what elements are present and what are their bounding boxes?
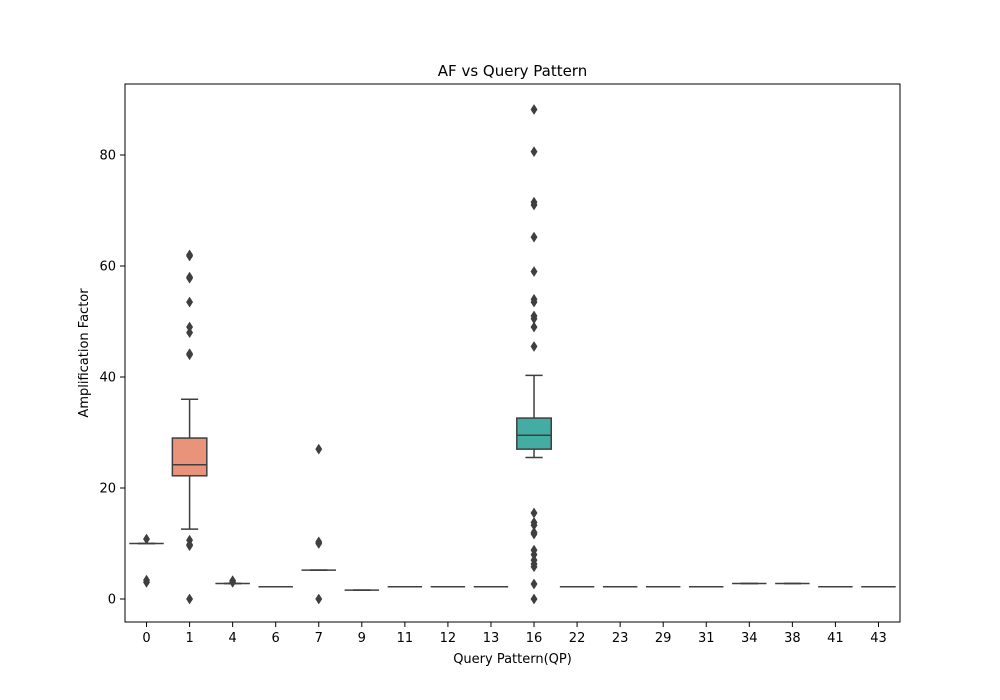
outlier-point [143, 533, 151, 545]
x-tick-label: 23 [612, 631, 629, 646]
x-tick-label: 0 [142, 631, 150, 646]
outlier-point [530, 146, 538, 158]
x-tick-label: 34 [741, 631, 758, 646]
outlier-point [530, 231, 538, 243]
x-tick-label: 29 [655, 631, 672, 646]
outlier-point [530, 296, 538, 308]
x-tick-label: 41 [827, 631, 844, 646]
x-tick-label: 4 [228, 631, 236, 646]
outlier-point [530, 507, 538, 519]
outlier-point [186, 296, 194, 308]
y-axis-label: Amplification Factor [77, 288, 92, 418]
outlier-point [315, 538, 323, 549]
x-tick-label: 22 [569, 631, 586, 646]
x-tick-label: 12 [440, 631, 457, 646]
y-tick-label: 80 [99, 149, 116, 164]
outlier-point [530, 199, 538, 211]
x-axis: 0 1 4 6 7 9 11 12 13 16 22 23 29 31 34 38 41 43 [142, 622, 887, 646]
outlier-point [186, 349, 194, 361]
box-group-qp-0 [129, 533, 164, 588]
outlier-point [530, 528, 538, 540]
outlier-point [530, 593, 538, 605]
x-tick-label: 38 [784, 631, 801, 646]
x-tick-label: 43 [870, 631, 887, 646]
box [171, 437, 208, 477]
outlier-point [186, 327, 194, 339]
outlier-point [530, 266, 538, 278]
x-tick-label: 11 [397, 631, 414, 646]
outlier-point [530, 578, 538, 590]
box [516, 417, 552, 450]
outlier-point [186, 540, 194, 552]
box-group-qp-7 [301, 443, 336, 605]
outlier-point [186, 272, 194, 284]
x-tick-label: 16 [526, 631, 543, 646]
outlier-point [186, 250, 194, 262]
y-tick-label: 0 [108, 593, 116, 608]
box-group-qp-4 [215, 575, 250, 588]
x-tick-label: 13 [483, 631, 500, 646]
x-tick-label: 9 [358, 631, 366, 646]
x-tick-label: 1 [185, 631, 193, 646]
chart-title: AF vs Query Pattern [438, 62, 587, 80]
y-axis: 0 20 40 60 80 [99, 149, 125, 608]
x-tick-label: 7 [315, 631, 323, 646]
plot-area [129, 104, 896, 605]
outlier-point [229, 576, 237, 588]
outlier-point [186, 593, 194, 605]
x-tick-label: 31 [698, 631, 715, 646]
y-tick-label: 60 [99, 260, 116, 275]
outlier-point [530, 341, 538, 352]
plot-frame [124, 83, 901, 623]
outlier-point [530, 104, 538, 115]
x-tick-label: 6 [272, 631, 280, 646]
box-group-qp-1 [171, 249, 208, 605]
outlier-point [315, 593, 323, 605]
outlier-point [143, 574, 151, 586]
x-axis-label: Query Pattern(QP) [453, 652, 572, 667]
outlier-point [315, 443, 323, 455]
outlier-point [530, 561, 538, 573]
y-tick-label: 40 [99, 371, 116, 386]
box-group-qp-16 [516, 104, 552, 605]
y-tick-label: 20 [99, 482, 116, 497]
outlier-point [530, 321, 538, 333]
